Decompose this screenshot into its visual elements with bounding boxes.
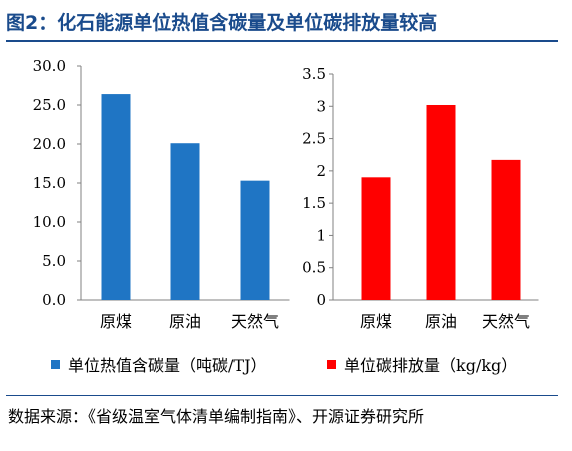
y-tick-label-right: 2.5 [302,130,326,148]
y-tick-label-right: 0.5 [302,259,326,277]
y-tick-label-right: 3 [316,97,326,115]
y-tick-label-left: 0.0 [42,291,66,309]
y-tick-label-left: 10.0 [33,213,66,231]
bar-left [170,143,200,300]
source-rule [6,395,558,396]
bar-left [240,180,270,300]
y-tick-label-right: 0 [316,291,326,309]
bar-right [361,177,391,300]
y-tick-label-right: 3.5 [302,65,326,83]
legend-label-left: 单位热值含碳量（吨碳/TJ） [68,356,267,375]
bar-left [101,94,131,300]
legend-swatch-red [327,359,336,369]
legend-right: 单位碳排放量（kg/kg） [327,352,517,376]
y-tick-label-right: 2 [316,162,326,180]
title-rule [6,40,558,42]
y-tick-label-right: 1 [316,226,326,244]
y-tick-label-right: 1.5 [302,194,326,212]
category-label-left: 原煤 [100,312,132,331]
bar-right [426,104,456,300]
legend-left: 单位热值含碳量（吨碳/TJ） [51,352,266,376]
category-label-right: 原煤 [360,312,392,331]
y-tick-label-left: 20.0 [33,135,66,153]
category-label-left: 天然气 [231,312,279,331]
y-tick-label-left: 30.0 [33,57,66,75]
bar-right [491,159,521,300]
figure-title: 图2：化石能源单位热值含碳量及单位碳排放量较高 [6,12,438,34]
y-tick-label-left: 25.0 [33,96,66,114]
y-tick-label-left: 5.0 [42,252,66,270]
source-note: 数据来源：《省级温室气体清单编制指南》、开源证券研究所 [8,407,425,426]
category-label-right: 天然气 [482,312,530,331]
category-label-right: 原油 [425,312,457,331]
legend-label-right: 单位碳排放量（kg/kg） [344,356,518,375]
y-tick-label-left: 15.0 [33,174,66,192]
category-label-left: 原油 [169,312,201,331]
legend-swatch-blue [51,359,60,369]
